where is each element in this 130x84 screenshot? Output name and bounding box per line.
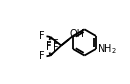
Text: F: F — [39, 31, 45, 41]
Text: F: F — [53, 43, 59, 53]
Text: OH: OH — [70, 29, 85, 39]
Text: F: F — [39, 51, 45, 61]
Text: F: F — [46, 42, 52, 52]
Text: F: F — [53, 39, 59, 49]
Text: NH$_2$: NH$_2$ — [97, 42, 117, 56]
Text: F: F — [46, 41, 52, 51]
